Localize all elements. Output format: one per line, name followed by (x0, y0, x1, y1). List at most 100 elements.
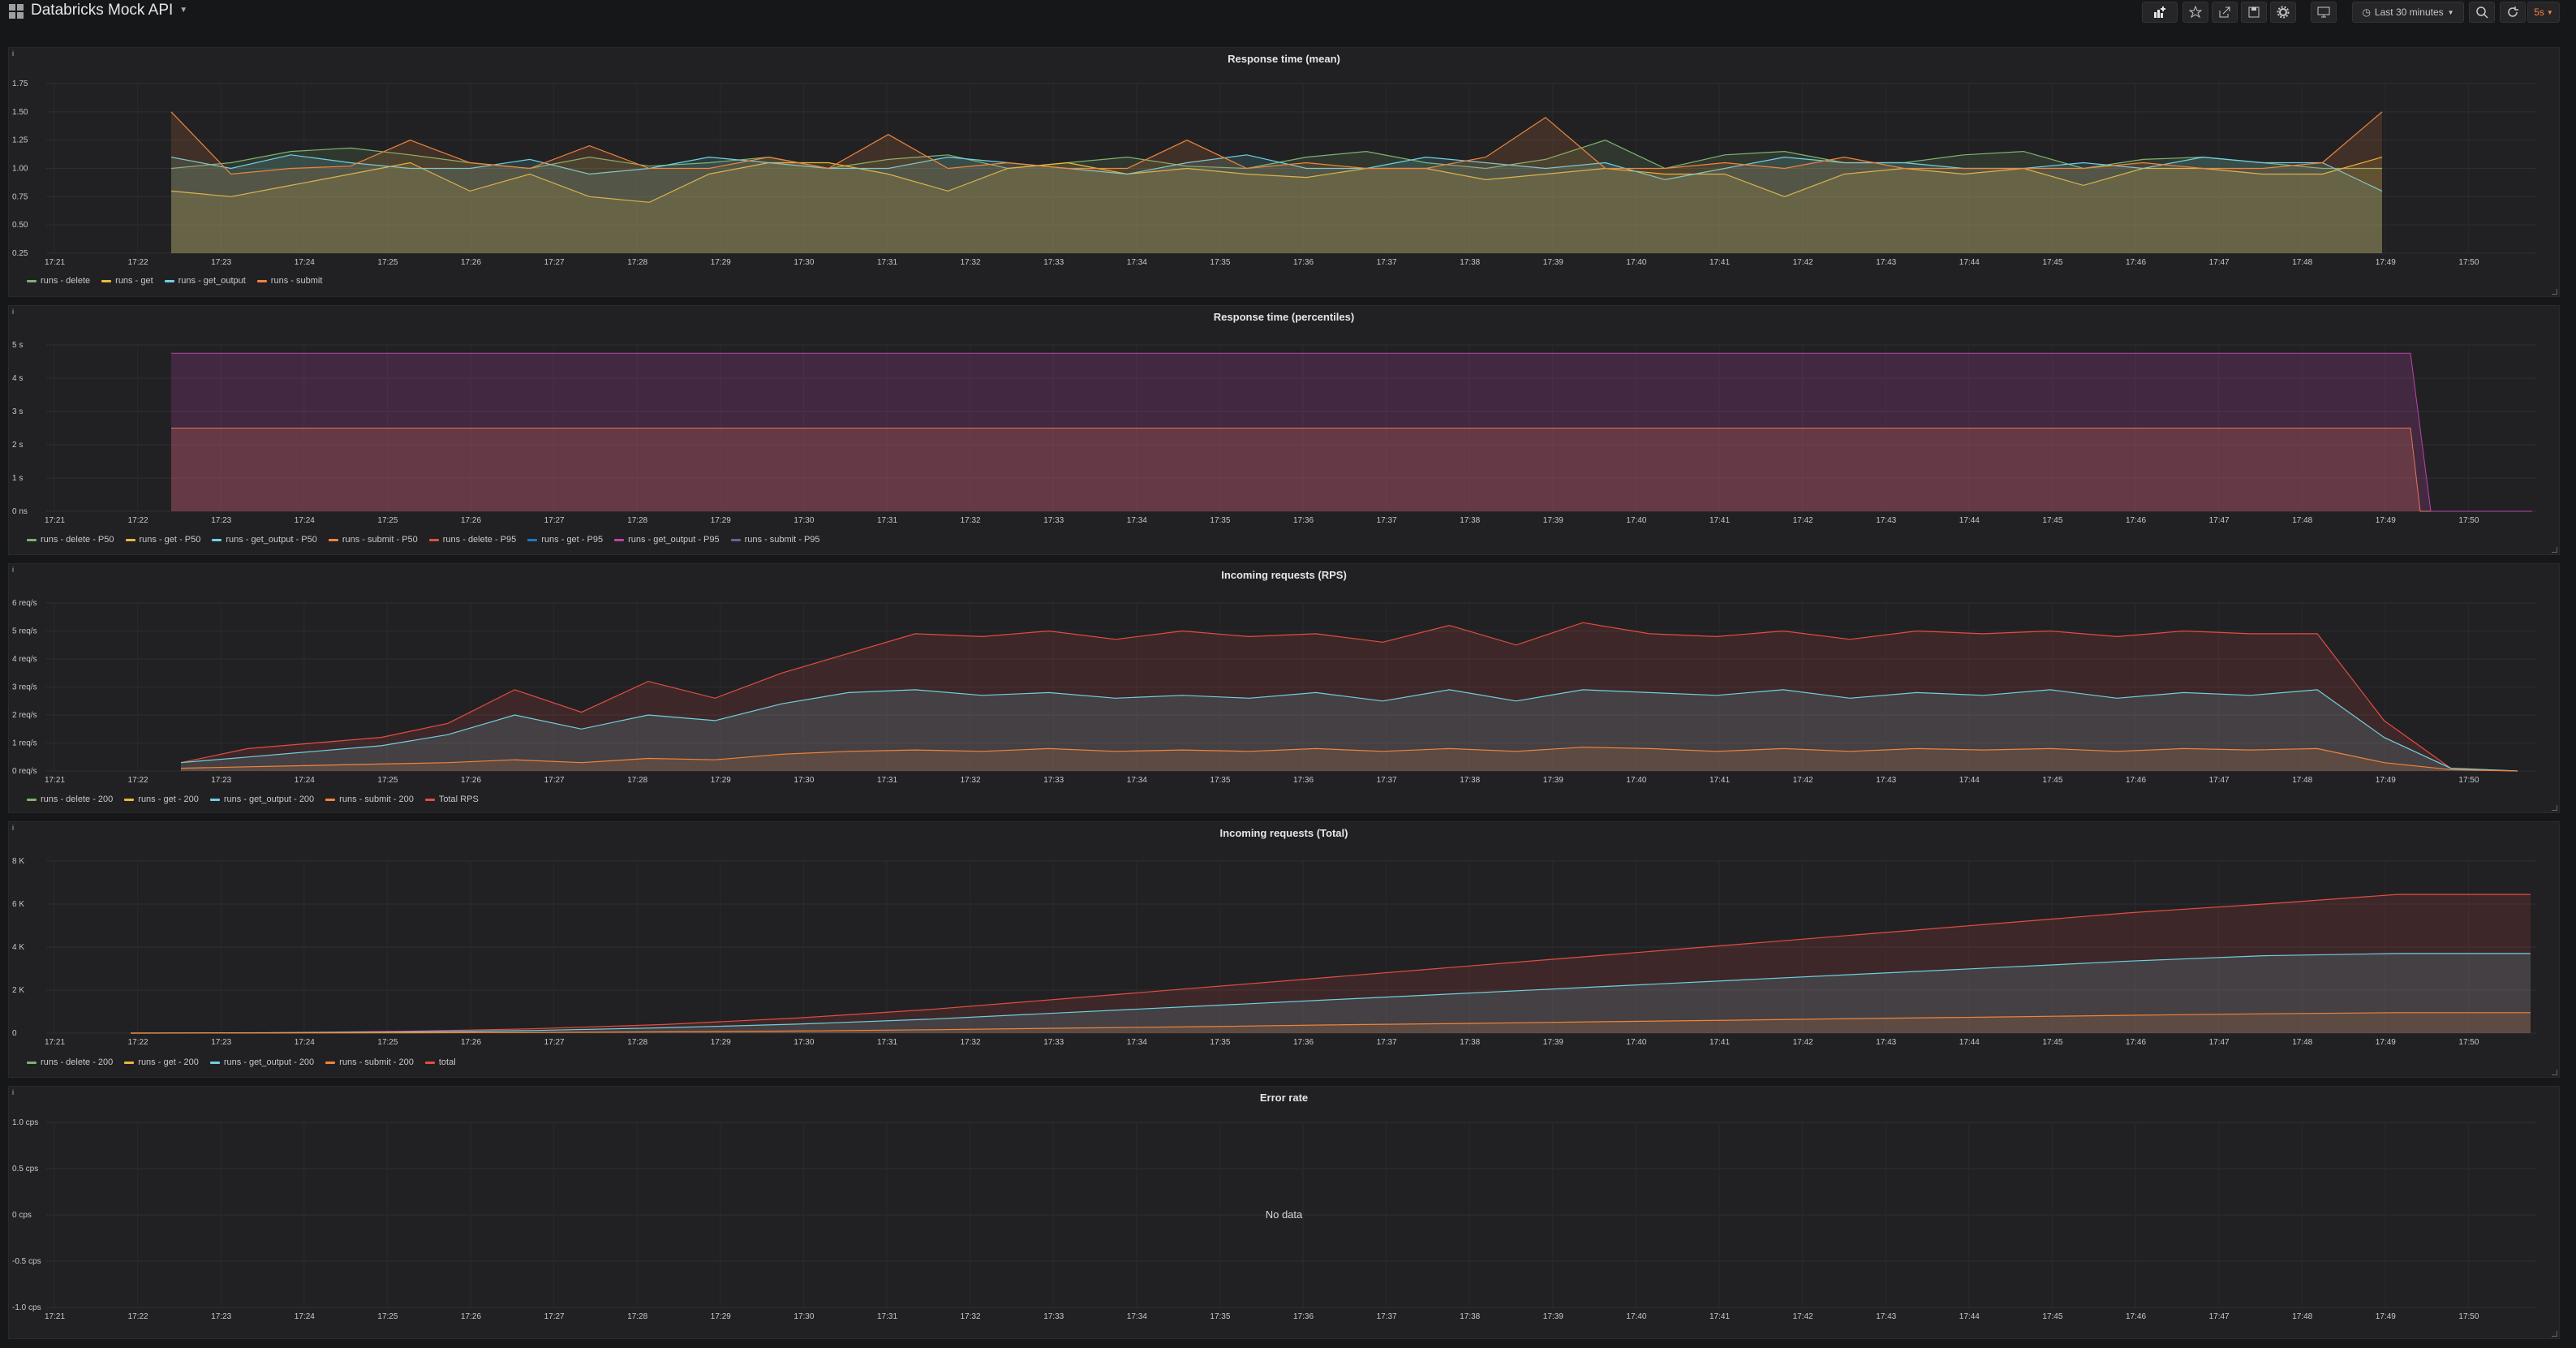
legend-item[interactable]: runs - get_output - 200 (209, 795, 314, 804)
x-tick-label: 17:50 (2458, 258, 2479, 267)
legend-item[interactable]: runs - submit - 200 (325, 795, 414, 804)
legend-label: runs - delete - 200 (41, 795, 114, 804)
x-tick-label: 17:34 (1127, 1038, 1147, 1047)
legend-swatch (614, 538, 625, 541)
graph-canvas[interactable]: 6 req/s 5 req/s 4 req/s 3 req/s 2 req/s 1 req… (9, 564, 2561, 814)
panel-2[interactable]: i Incoming requests (RPS) 6 req/s 5 req/s 4 … (8, 563, 2560, 813)
legend-item[interactable]: Total RPS (424, 795, 479, 804)
series-line (170, 157, 2383, 203)
legend-item[interactable]: runs - get - P50 (125, 535, 200, 545)
info-icon[interactable]: i (12, 308, 14, 316)
x-tick-label: 17:49 (2376, 776, 2396, 785)
panel-3[interactable]: i Incoming requests (Total) 8 K 6 K 4 K 2 K 0 1… (8, 821, 2560, 1078)
legend-label: runs - submit - 200 (339, 795, 414, 804)
legend-item[interactable]: runs - get_output - P95 (614, 535, 720, 545)
x-tick-label: 17:21 (45, 1038, 65, 1047)
refresh-interval-picker[interactable]: 5s ▼ (2527, 2, 2560, 23)
x-tick-label: 17:35 (1210, 776, 1230, 785)
y-tick-label: 1.0 cps (12, 1118, 38, 1127)
graph-canvas[interactable]: 1.75 1.50 1.25 1.00 0.75 0.50 0.25 17:21 17:22 17… (9, 48, 2561, 298)
add-panel-button[interactable] (2142, 2, 2178, 23)
resize-handle[interactable] (2552, 289, 2557, 295)
graph-canvas[interactable]: 8 K 6 K 4 K 2 K 0 17:21 17:22 17:23 17:24 17:25 17… (9, 822, 2561, 1079)
legend-item[interactable]: total (424, 1057, 456, 1067)
legend-item[interactable]: runs - delete - P95 (428, 535, 516, 545)
legend-item[interactable]: runs - submit - P50 (328, 535, 418, 545)
info-icon[interactable]: i (12, 566, 14, 574)
refresh-button[interactable] (2500, 2, 2526, 23)
legend-item[interactable]: runs - submit (256, 276, 322, 286)
legend-item[interactable]: runs - delete - 200 (27, 795, 113, 804)
panel-legend: runs - delete runs - get runs - get_output… (27, 276, 322, 286)
x-tick-label: 17:33 (1043, 516, 1064, 525)
x-tick-label: 17:41 (1709, 1312, 1730, 1321)
panel-title[interactable]: Response time (percentiles) (1213, 311, 1355, 323)
legend-item[interactable]: runs - delete - 200 (27, 1057, 113, 1067)
y-tick-label: 1.00 (12, 165, 28, 174)
x-tick-label: 17:44 (1959, 258, 1980, 267)
y-tick-label: 4 K (12, 943, 24, 952)
y-tick-label: 5 s (12, 341, 23, 350)
share-icon (2219, 6, 2230, 18)
save-button[interactable] (2241, 2, 2267, 23)
tv-mode-button[interactable] (2311, 2, 2337, 23)
graph-canvas[interactable]: 1.0 cps 0.5 cps 0 cps -0.5 cps -1.0 cps 17:21… (9, 1087, 2561, 1340)
x-tick-label: 17:25 (377, 1312, 398, 1321)
graph-canvas[interactable]: 5 s 4 s 3 s 2 s 1 s 0 ns 17:21 17:22 17:23 17:24 1… (9, 306, 2561, 556)
info-icon[interactable]: i (12, 1088, 14, 1096)
legend-swatch (325, 798, 336, 801)
panel-title[interactable]: Incoming requests (Total) (1219, 827, 1348, 839)
x-tick-label: 17:27 (544, 776, 565, 785)
resize-handle[interactable] (2552, 805, 2557, 811)
panel-title[interactable]: Error rate (1259, 1092, 1309, 1104)
x-tick-label: 17:37 (1377, 776, 1397, 785)
x-tick-label: 17:49 (2376, 516, 2396, 525)
x-tick-label: 17:35 (1210, 516, 1230, 525)
y-tick-label: 0 (12, 1029, 17, 1038)
star-button[interactable] (2183, 2, 2208, 23)
legend-item[interactable]: runs - get - 200 (124, 1057, 199, 1067)
dashboard-title-text: Databricks Mock API (31, 2, 174, 19)
legend-item[interactable]: runs - submit - P95 (730, 535, 820, 545)
legend-item[interactable]: runs - delete (27, 276, 90, 286)
legend-item[interactable]: runs - get_output - 200 (209, 1057, 314, 1067)
legend-item[interactable]: runs - get - 200 (124, 795, 199, 804)
y-tick-label: 0.5 cps (12, 1165, 38, 1174)
legend-item[interactable]: runs - delete - P50 (27, 535, 114, 545)
y-tick-label: 5 req/s (12, 627, 37, 636)
resize-handle[interactable] (2552, 1331, 2557, 1337)
legend-item[interactable]: runs - get_output (164, 276, 246, 286)
resize-handle[interactable] (2552, 547, 2557, 553)
legend-item[interactable]: runs - get - P95 (527, 535, 603, 545)
legend-item[interactable]: runs - submit - 200 (325, 1057, 414, 1067)
info-icon[interactable]: i (12, 824, 14, 832)
time-range-picker[interactable]: ◷ Last 30 minutes ▼ (2352, 2, 2464, 23)
x-tick-label: 17:49 (2376, 258, 2396, 267)
x-tick-label: 17:26 (461, 516, 481, 525)
x-tick-label: 17:27 (544, 258, 565, 267)
panel-0[interactable]: i Response time (mean) 1.75 1.50 1.25 1.00 0.7… (8, 47, 2560, 297)
share-button[interactable] (2212, 2, 2238, 23)
legend-item[interactable]: runs - get_output - P50 (212, 535, 317, 545)
x-tick-label: 17:31 (877, 516, 897, 525)
dashboard-title[interactable]: Databricks Mock API ▼ (31, 2, 187, 19)
series-line (130, 953, 2531, 1034)
resize-handle[interactable] (2552, 1070, 2557, 1075)
legend-item[interactable]: runs - get (101, 276, 153, 286)
series-line (171, 352, 2532, 512)
panel-legend: runs - delete - 200 runs - get - 200 runs … (27, 1057, 456, 1067)
x-tick-label: 17:37 (1377, 1312, 1397, 1321)
zoom-out-button[interactable] (2469, 2, 2495, 23)
y-tick-label: 8 K (12, 857, 24, 866)
dashboard-grid-icon[interactable] (8, 3, 24, 19)
panel-title[interactable]: Incoming requests (RPS) (1221, 569, 1347, 581)
settings-button[interactable] (2270, 2, 2296, 23)
panel-1[interactable]: i Response time (percentiles) 5 s 4 s 3 s 2 s… (8, 305, 2560, 555)
x-tick-label: 17:48 (2292, 516, 2312, 525)
no-data-message: No data (1265, 1208, 1303, 1221)
x-tick-label: 17:40 (1626, 1312, 1646, 1321)
x-tick-label: 17:46 (2126, 776, 2146, 785)
info-icon[interactable]: i (12, 50, 14, 58)
panel-4[interactable]: i Error rate 1.0 cps 0.5 cps 0 cps -0.5 cps -1… (8, 1086, 2560, 1339)
panel-title[interactable]: Response time (mean) (1228, 53, 1340, 65)
